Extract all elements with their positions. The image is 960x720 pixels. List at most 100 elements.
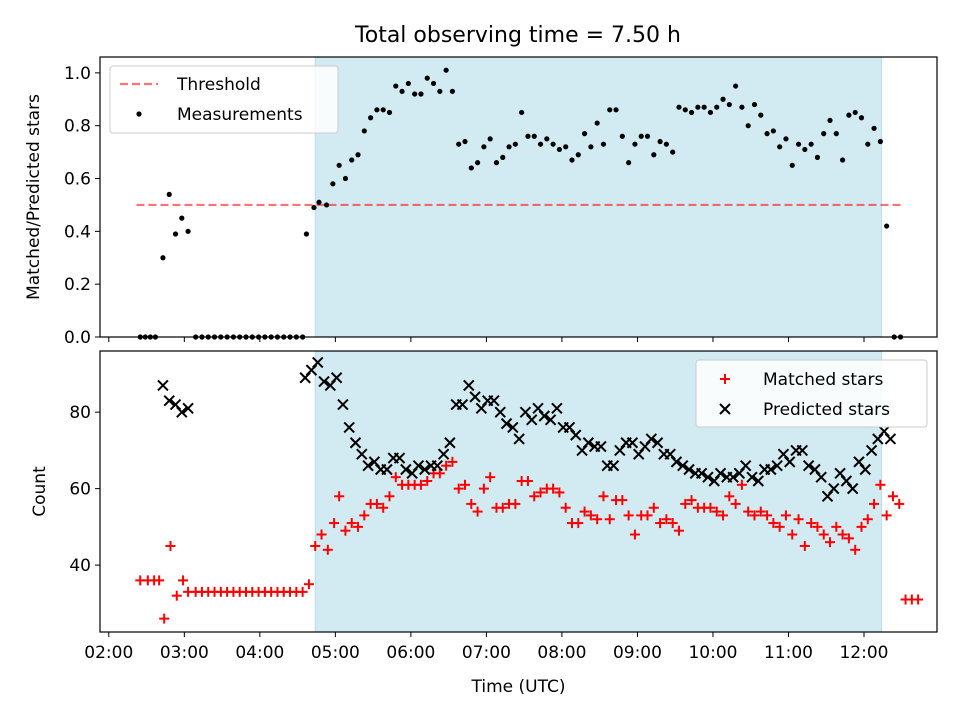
predicted-point: [393, 452, 406, 464]
measurement-point: [833, 131, 839, 137]
measurement-point: [707, 109, 714, 116]
matched-point: [154, 575, 165, 586]
matched-point: [762, 510, 773, 521]
measurement-point: [424, 75, 430, 81]
measurement-point: [569, 157, 575, 163]
predicted-point: [538, 410, 551, 422]
measurement-point: [840, 157, 846, 163]
bottom-panel: 40 60 80 02:00 03:00 04:00 05:00 06:00 07:00 08:0…: [30, 350, 938, 697]
predicted-point: [157, 379, 169, 392]
matched-point: [774, 521, 785, 532]
measurement-point: [663, 141, 669, 147]
measurement-point: [355, 152, 361, 158]
matched-point: [554, 487, 565, 498]
measurement-point: [758, 112, 764, 118]
measurement-point: [544, 136, 550, 142]
predicted-point: [752, 475, 764, 487]
measurement-point: [349, 157, 355, 163]
measurement-point: [437, 88, 443, 94]
matched-point: [485, 472, 496, 483]
matched-point: [447, 456, 458, 467]
measurement-point: [607, 107, 613, 113]
legend: Threshold Measurements: [109, 65, 339, 134]
predicted-point: [494, 406, 506, 418]
matched-point: [460, 479, 471, 490]
matched-point: [548, 483, 559, 494]
predicted-point: [437, 448, 450, 460]
matched-point: [592, 514, 603, 525]
matched-point: [322, 544, 333, 555]
measurement-point: [638, 133, 644, 139]
measurement-point: [581, 131, 588, 137]
predicted-point: [312, 356, 324, 369]
matched-point: [310, 540, 321, 551]
matched-point: [799, 540, 810, 551]
measurement-point: [368, 115, 374, 121]
measurement-point: [179, 215, 185, 221]
predicted-point: [570, 429, 582, 441]
predicted-point: [677, 459, 689, 472]
measurement-point: [695, 104, 701, 110]
predicted-point: [507, 421, 519, 434]
measurement-point: [619, 133, 625, 139]
measurement-point: [588, 144, 594, 150]
matched-point: [573, 518, 584, 529]
measurement-point: [846, 112, 852, 118]
predicted-point: [683, 463, 695, 476]
predicted-point: [739, 459, 752, 472]
predicted-point: [176, 406, 188, 418]
matched-point: [736, 479, 747, 490]
predicted-point: [463, 379, 475, 392]
top-panel: 0.0 0.2 0.4 0.6 0.8 1.0 Matched/Predicted star…: [24, 56, 938, 348]
measurement-point: [563, 144, 569, 150]
measurement-point: [726, 101, 732, 108]
predicted-point: [456, 398, 469, 411]
measurement-point: [316, 199, 322, 205]
predicted-point: [163, 394, 175, 407]
measurement-point: [506, 144, 512, 150]
matched-point: [768, 518, 779, 529]
predicted-point: [412, 459, 425, 472]
measurement-point: [644, 133, 651, 139]
predicted-point: [846, 482, 859, 495]
measurement-point: [714, 104, 720, 110]
matched-point: [390, 472, 401, 483]
measurement-point: [632, 141, 638, 147]
matched-point: [869, 498, 880, 509]
x-axis-label: Time (UTC): [471, 677, 566, 697]
matched-point: [371, 498, 382, 509]
y-axis-label: Matched/Predicted stars: [24, 94, 44, 300]
measurement-point: [172, 231, 179, 237]
predicted-point: [702, 471, 714, 483]
predicted-point: [526, 414, 538, 426]
measurement-point: [380, 107, 386, 113]
x-tick-label: 07:00: [462, 643, 511, 663]
predicted-point: [444, 437, 456, 449]
legend-label: Measurements: [177, 105, 303, 125]
matched-point: [453, 483, 464, 494]
measurement-point: [443, 67, 449, 73]
predicted-point: [645, 433, 657, 445]
measurement-point: [474, 160, 481, 166]
matched-point: [686, 495, 697, 506]
matched-point: [629, 529, 640, 540]
matched-point: [642, 510, 653, 521]
matched-point: [680, 498, 691, 509]
y-tick-label: 1.0: [64, 64, 91, 84]
measurement-point: [688, 109, 695, 116]
predicted-point: [337, 398, 349, 411]
measurement-point: [303, 231, 310, 237]
measurement-point: [852, 109, 858, 116]
measurement-point: [361, 128, 367, 134]
matched-point: [316, 529, 327, 540]
matched-point: [913, 594, 924, 605]
predicted-point: [815, 471, 827, 483]
predicted-point: [784, 456, 796, 468]
measurement-point: [739, 104, 745, 110]
matched-point: [875, 479, 886, 490]
matched-point: [178, 575, 189, 586]
matched-point: [378, 502, 389, 513]
measurement-point: [487, 136, 493, 142]
series-matched-stars: [135, 456, 924, 624]
